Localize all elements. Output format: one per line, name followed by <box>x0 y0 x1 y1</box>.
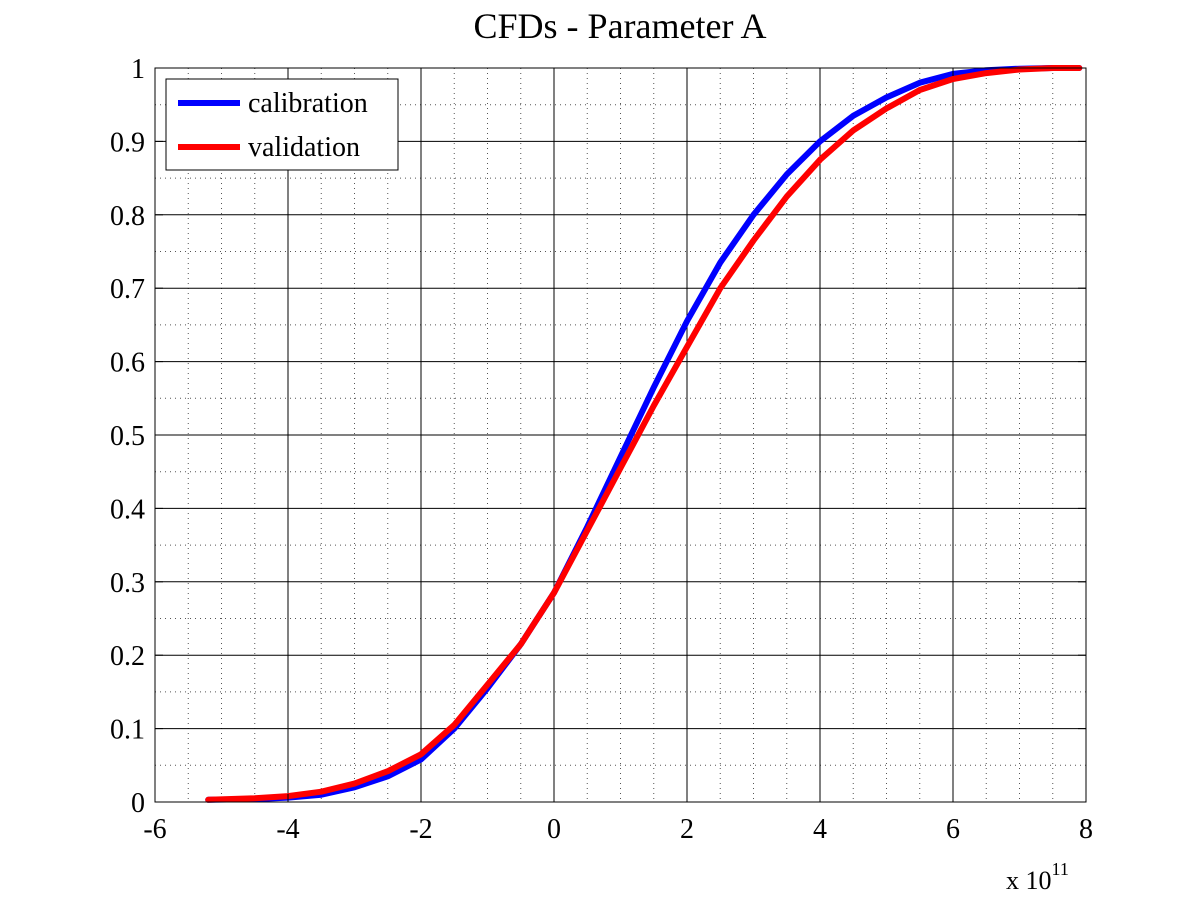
x-tick-label: 2 <box>680 814 694 845</box>
x-tick-label: 6 <box>946 814 960 845</box>
x-tick-label: 0 <box>547 814 561 845</box>
x-tick-label: -6 <box>143 814 166 845</box>
x-axis-exponent-label: x 1011 <box>1006 859 1069 895</box>
y-tick-label: 0.9 <box>110 127 145 158</box>
y-tick-label: 0.8 <box>110 201 145 232</box>
series-line-calibration <box>205 65 1083 803</box>
y-tick-label: 0.5 <box>110 421 145 452</box>
y-tick-label: 1 <box>131 54 145 85</box>
x-tick-label: 4 <box>813 814 827 845</box>
y-tick-label: 0 <box>131 788 145 819</box>
x-exponent-base: x 10 <box>1006 866 1052 895</box>
x-exponent-power: 11 <box>1052 859 1069 879</box>
y-tick-label: 0.1 <box>110 715 145 746</box>
legend-box <box>165 78 399 171</box>
tick-layer: -6 -4 -2 0 2 4 6 8 0 0.1 0.2 0.3 0.4 0.5 0.6 0.7 0.8 0.9 1 <box>110 54 1093 845</box>
y-tick-label: 0.6 <box>110 348 145 379</box>
chart-title: CFDs - Parameter A <box>474 6 767 46</box>
legend: calibration validation <box>165 78 399 171</box>
y-tick-label: 0.4 <box>110 494 145 525</box>
x-tick-label: -2 <box>409 814 432 845</box>
x-tick-label: 8 <box>1079 814 1093 845</box>
grid-layer <box>154 67 1087 803</box>
y-tick-label: 0.3 <box>110 568 145 599</box>
series-layer <box>205 65 1083 803</box>
series-line-validation <box>205 65 1083 803</box>
x-tick-label: -4 <box>276 814 299 845</box>
y-tick-label: 0.2 <box>110 641 145 672</box>
y-tick-label: 0.7 <box>110 274 145 305</box>
legend-label-calibration: calibration <box>248 88 368 119</box>
legend-label-validation: validation <box>248 132 360 163</box>
